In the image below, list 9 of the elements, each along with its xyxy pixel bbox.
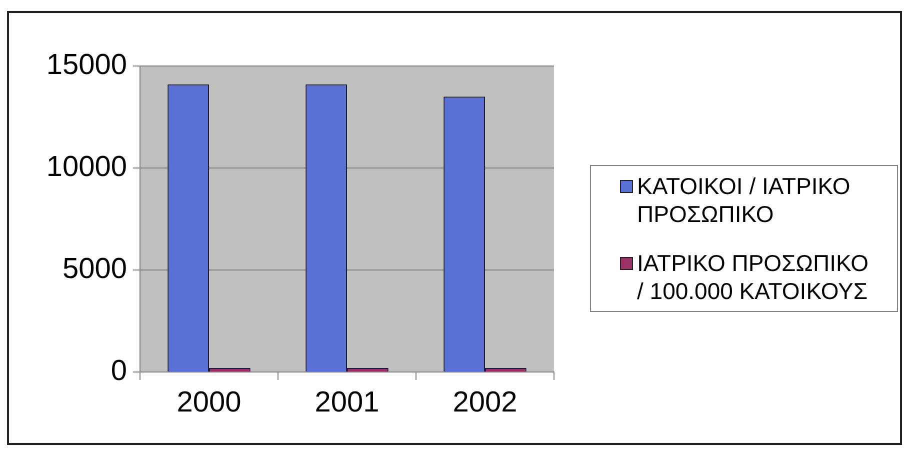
legend-label: ΚΑΤΟΙΚΟΙ / ΙΑΤΡΙΚΟ ΠΡΟΣΩΠΙΚΟ bbox=[637, 172, 852, 228]
x-tick-label: 2001 bbox=[314, 386, 380, 418]
x-tick-label: 2000 bbox=[176, 386, 242, 418]
x-tick-label: 2002 bbox=[452, 386, 518, 418]
legend-label: ΙΑΤΡΙΚΟ ΠΡΟΣΩΠΙΚΟ / 100.000 ΚΑΤΟΙΚΟΥΣ bbox=[637, 249, 870, 305]
y-tick-label: 0 bbox=[110, 355, 127, 387]
y-tick-label: 10000 bbox=[46, 151, 127, 183]
y-tick-label: 15000 bbox=[46, 49, 127, 81]
y-tick-label: 5000 bbox=[62, 253, 127, 285]
